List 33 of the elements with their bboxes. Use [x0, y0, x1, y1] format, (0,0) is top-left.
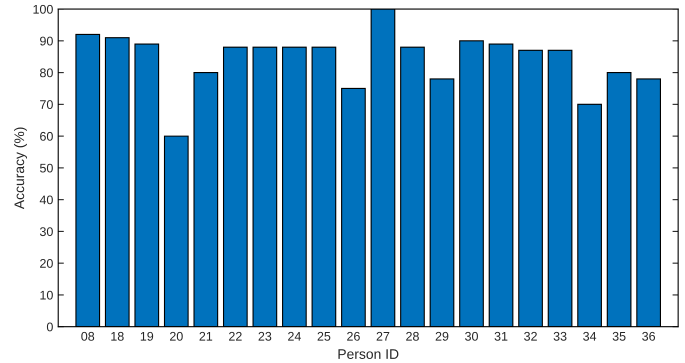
x-tick-label: 28	[406, 332, 419, 341]
x-tick-label: 30	[465, 332, 478, 341]
x-tick-label: 36	[642, 332, 656, 341]
y-tick-label: 30	[40, 227, 53, 236]
x-tick-label: 25	[318, 332, 330, 341]
y-tick-label: 40	[40, 195, 53, 204]
x-tick-label: 21	[200, 332, 212, 341]
x-tick-label: 19	[140, 332, 154, 341]
y-tick-label: 70	[40, 100, 53, 110]
x-tick-label: 23	[258, 332, 272, 341]
x-tick-label: 31	[494, 332, 508, 341]
x-tick-label: 32	[524, 332, 537, 341]
y-tick-label: 100	[33, 4, 53, 14]
x-tick-label: 22	[229, 332, 242, 341]
x-axis-title: Person ID	[338, 349, 398, 359]
x-tick-label: 08	[81, 332, 94, 341]
y-tick-label: 20	[40, 258, 53, 268]
x-tick-label: 34	[583, 332, 596, 341]
y-tick-label: 60	[40, 132, 53, 141]
x-tick-label: 18	[111, 332, 124, 341]
y-tick-label: 90	[40, 36, 53, 46]
y-tick-label: 0	[46, 322, 53, 332]
y-tick-label: 50	[40, 164, 53, 173]
x-tick-label: 27	[376, 332, 390, 341]
y-tick-label: 80	[40, 68, 53, 78]
x-tick-label: 20	[170, 332, 183, 341]
x-tick-label: 29	[436, 332, 448, 341]
y-tick-label: 10	[40, 290, 53, 300]
x-tick-label: 33	[554, 332, 566, 341]
x-tick-label: 26	[347, 332, 360, 341]
x-tick-label: 24	[288, 332, 301, 341]
y-axis-title: Accuracy (%)	[14, 127, 27, 210]
x-tick-label: 35	[612, 332, 626, 341]
